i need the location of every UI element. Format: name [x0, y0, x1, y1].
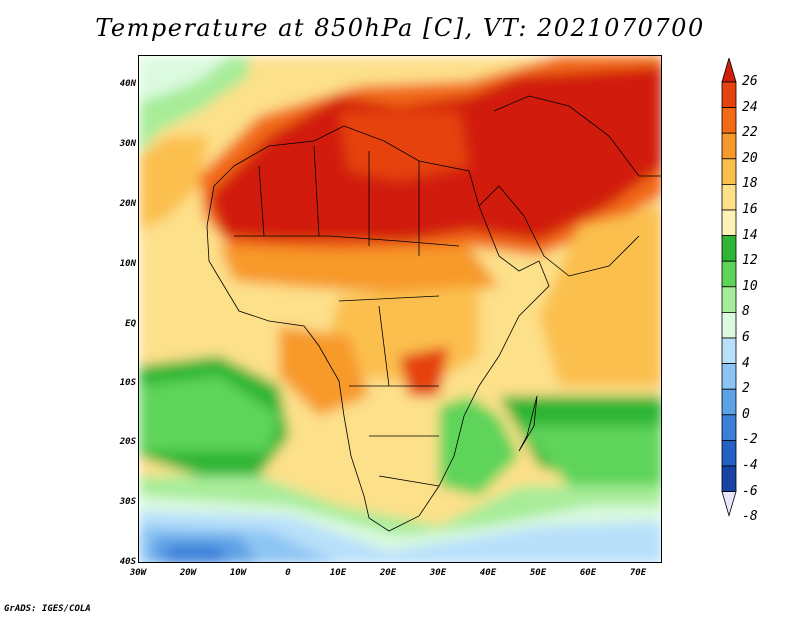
colorbar-tick-label: -2	[742, 432, 758, 448]
colorbar-bin	[721, 363, 737, 390]
colorbar-bin	[721, 81, 737, 109]
coastlines-sharp	[206, 95, 661, 532]
colorbar-bin	[721, 235, 737, 262]
colorbar-bin	[721, 388, 737, 416]
lon-label-60e: 60E	[579, 568, 597, 578]
temperature-map	[138, 55, 662, 563]
colorbar-tick-label: -8	[742, 509, 758, 525]
lat-label-40n: 40N	[119, 79, 136, 89]
colorbar-tick-label: 2	[742, 381, 750, 397]
lon-label-20e: 20E	[379, 568, 397, 578]
colorbar-bin	[721, 286, 737, 313]
lat-label-20n: 20N	[119, 199, 136, 209]
lat-label-10s: 10S	[119, 378, 136, 388]
colorbar-tick-label: 26	[742, 74, 758, 89]
colorbar-bin	[721, 337, 737, 365]
lon-label-10w: 10W	[229, 568, 247, 578]
colorbar-tick-label: 4	[742, 355, 750, 371]
colorbar	[721, 58, 737, 518]
footer-credit: GrADS: IGES/COLA	[4, 604, 91, 614]
colorbar-tick-label: 12	[742, 253, 758, 269]
lat-label-30n: 30N	[119, 139, 136, 149]
lon-label-30w: 30W	[129, 568, 147, 578]
colorbar-tick-label: 16	[742, 202, 758, 217]
lat-label-20s: 20S	[119, 437, 136, 447]
lon-label-50e: 50E	[529, 568, 547, 578]
colorbar-tick-label: 6	[742, 330, 750, 345]
lon-label-30e: 30E	[429, 568, 447, 578]
lat-label-40s: 40S	[119, 557, 136, 567]
lon-label-0: 0	[285, 568, 291, 578]
colorbar-tick-label: 0	[742, 406, 750, 422]
colorbar-tick-label: -4	[742, 458, 758, 473]
colorbar-bin	[721, 158, 737, 185]
chart-title: Temperature at 850hPa [C], VT: 202107070…	[95, 14, 705, 42]
colorbar-top-arrow	[721, 58, 737, 83]
lat-label-30s: 30S	[119, 497, 136, 507]
colorbar-tick-label: 24	[742, 99, 758, 115]
colorbar-tick-label: -6	[742, 483, 758, 499]
lon-label-40e: 40E	[479, 568, 497, 578]
colorbar-bin	[721, 209, 737, 237]
colorbar-bin	[721, 184, 737, 211]
lat-label-10n: 10N	[119, 259, 136, 269]
colorbar-bin	[721, 132, 737, 160]
temperature-field	[139, 56, 661, 562]
colorbar-tick-label: 18	[742, 176, 758, 192]
colorbar-tick-label: 8	[742, 304, 750, 320]
colorbar-tick-label: 22	[742, 125, 758, 141]
colorbar-bin	[721, 107, 737, 134]
colorbar-bin	[721, 465, 737, 493]
colorbar-tick-label: 20	[742, 150, 758, 166]
lon-label-70e: 70E	[629, 568, 647, 578]
colorbar-bottom-arrow	[721, 491, 737, 518]
lon-label-20w: 20W	[179, 568, 197, 578]
colorbar-bin	[721, 311, 737, 339]
colorbar-bin	[721, 414, 737, 441]
lat-label-eq: EQ	[125, 319, 136, 329]
lon-label-10e: 10E	[329, 568, 347, 578]
colorbar-tick-label: 10	[742, 278, 758, 294]
colorbar-bin	[721, 260, 737, 288]
colorbar-bin	[721, 439, 737, 467]
colorbar-tick-label: 14	[742, 227, 758, 243]
